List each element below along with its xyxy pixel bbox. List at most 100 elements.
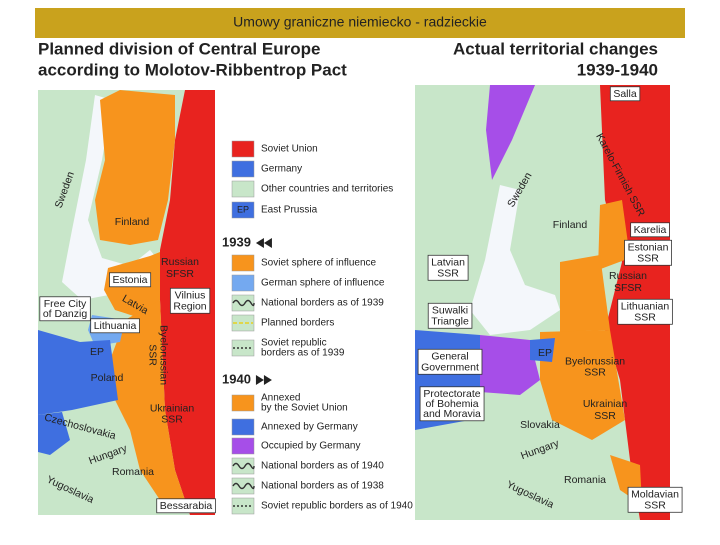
- map-label-text: Triangle: [431, 315, 469, 327]
- legend-label: borders as of 1939: [261, 348, 345, 359]
- label-box: [419, 386, 485, 422]
- east-prussia: [530, 338, 555, 362]
- section-arrow: [263, 238, 272, 248]
- label-box: [156, 498, 216, 514]
- map-label-text: SSR: [644, 499, 666, 511]
- map-label: Romania: [564, 474, 606, 486]
- map-label-text: Government: [421, 361, 479, 373]
- map-label-text: General: [431, 350, 468, 362]
- map-label-text: Romania: [112, 466, 154, 478]
- section-arrow: [263, 375, 272, 385]
- legend-label: National borders as of 1938: [261, 481, 384, 492]
- legend-swatch: [231, 160, 255, 178]
- map-label: Estonia: [109, 272, 152, 288]
- map-label-text: SFSR: [614, 282, 642, 294]
- legend-label: Soviet republic: [261, 338, 327, 349]
- legend-swatch: [231, 274, 255, 292]
- label-box: [39, 296, 91, 322]
- map-label-text: Latvian: [431, 256, 465, 268]
- legend-label: Soviet sphere of influence: [261, 258, 377, 269]
- legend-label: Other countries and territories: [261, 184, 393, 195]
- label-box: [169, 287, 211, 314]
- map-label-text: SFSR: [166, 268, 194, 280]
- map-label: Slovakia: [520, 419, 560, 431]
- map-label-text: EP: [90, 346, 104, 358]
- header-title: Umowy graniczne niemiecko - radzieckie: [233, 14, 487, 30]
- legend-label: Germany: [261, 164, 302, 175]
- map-label-text: SSR: [147, 344, 159, 366]
- legend-label: East Prussia: [261, 205, 318, 216]
- legend-label: Soviet Union: [261, 144, 318, 155]
- map-label-text: Slovakia: [520, 419, 560, 431]
- legend-label: Occupied by Germany: [261, 441, 361, 452]
- map-label-text: Estonian: [628, 241, 669, 253]
- map-label: Finland: [553, 219, 588, 231]
- map-label-text: Byelorussian: [565, 355, 625, 367]
- legend-label: by the Soviet Union: [261, 403, 348, 414]
- legend: Soviet Union Germany Other countries and t…: [222, 140, 413, 515]
- baltic-ssr: [560, 255, 610, 332]
- legend-swatch: [231, 437, 255, 455]
- label-box: [627, 486, 683, 513]
- map-label-text: SSR: [161, 413, 183, 425]
- legend-section: 1939: [222, 234, 251, 249]
- right-title: 1939-1940: [577, 60, 658, 79]
- left-title: according to Molotov-Ribbentrop Pact: [38, 60, 347, 79]
- label-box: [427, 254, 469, 281]
- label-box: [630, 222, 670, 238]
- section-arrow: [255, 375, 264, 385]
- map-label: EP: [90, 346, 104, 358]
- legend-swatch: [231, 180, 255, 198]
- legend-label: Soviet republic borders as of 1940: [261, 501, 413, 512]
- map-label-text: Romania: [564, 474, 606, 486]
- legend-label: National borders as of 1940: [261, 461, 384, 472]
- map-label: Salla: [609, 86, 641, 102]
- map-label-text: SSR: [584, 366, 606, 378]
- legend-swatch: [231, 418, 255, 436]
- map-label-text: SSR: [634, 311, 656, 323]
- map-label-text: Suwalki: [432, 304, 468, 316]
- legend-line-sample: [232, 299, 255, 307]
- legend-label: German sphere of influence: [261, 278, 385, 289]
- map-label-text: Vilnius: [175, 289, 206, 301]
- map-label: Finland: [115, 216, 150, 228]
- map-label-text: EP: [538, 347, 552, 359]
- left-map: SwedenFinlandEstoniaLatviaLithuaniaRussi…: [38, 90, 216, 515]
- finland: [95, 90, 175, 245]
- map-label-text: Protectorate: [423, 388, 480, 400]
- map-label-text: Finland: [553, 219, 588, 231]
- map-label-text: Bessarabia: [160, 500, 213, 512]
- section-arrow: [255, 238, 264, 248]
- label-box: [624, 239, 672, 266]
- legend-label: Planned borders: [261, 318, 334, 329]
- norway: [486, 85, 535, 180]
- left-title: Planned division of Central Europe: [38, 39, 320, 58]
- legend-line-sample: [232, 482, 255, 490]
- legend-swatch: [231, 394, 255, 412]
- map-label-text: Estonia: [112, 274, 147, 286]
- map-label-text: Russian: [609, 270, 647, 282]
- map-label-text: Ukrainian: [583, 398, 628, 410]
- map-label: EP: [538, 347, 552, 359]
- label-box: [617, 298, 673, 325]
- legend-line-sample: [232, 462, 255, 470]
- legend-label: National borders as of 1939: [261, 298, 384, 309]
- annexed-poland: [540, 330, 625, 440]
- legend-label: Annexed: [261, 393, 300, 404]
- header-bar: [35, 8, 685, 38]
- eastern-poland: [110, 300, 185, 500]
- map-label-text: Region: [173, 300, 206, 312]
- map-label: Poland: [91, 372, 124, 384]
